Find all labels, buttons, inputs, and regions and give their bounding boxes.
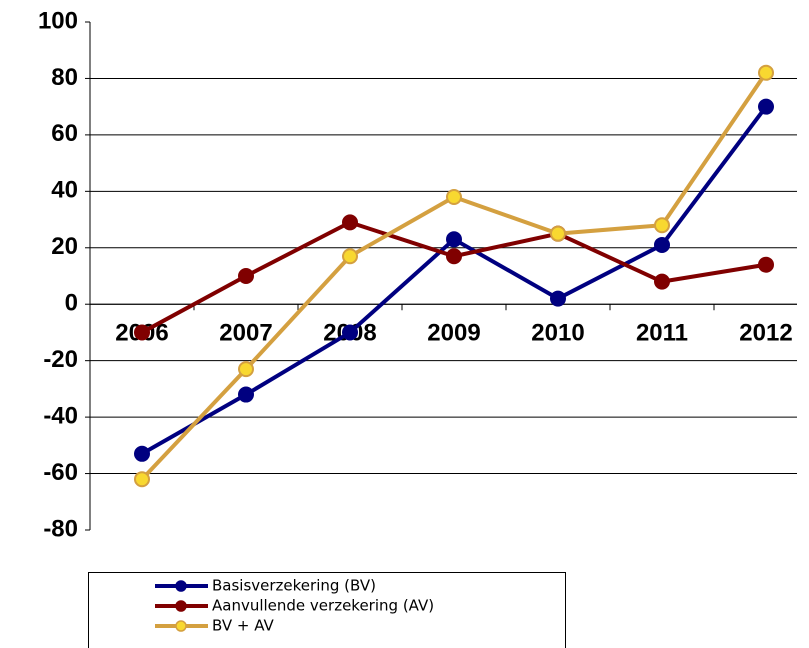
x-tick-label: 2012 <box>739 320 792 347</box>
point <box>550 225 566 242</box>
point <box>134 445 150 462</box>
point <box>446 231 462 248</box>
x-tick-label: 2010 <box>531 320 584 347</box>
point <box>758 64 774 81</box>
x-tick-label: 2011 <box>636 320 688 347</box>
y-tick-label: -60 <box>43 459 78 486</box>
point <box>654 217 670 234</box>
y-tick-label: 60 <box>51 120 78 147</box>
point <box>758 256 774 273</box>
point <box>238 361 254 378</box>
point <box>758 98 774 115</box>
legend-marker <box>175 580 187 592</box>
legend-marker <box>175 620 187 632</box>
series-line <box>140 71 768 481</box>
y-tick-label: 20 <box>51 233 78 260</box>
point <box>550 290 566 307</box>
point <box>446 248 462 265</box>
y-tick-label: -80 <box>43 515 78 542</box>
legend-label: Basisverzekering (BV) <box>212 577 376 595</box>
point <box>134 324 150 341</box>
point <box>342 214 358 231</box>
point <box>238 268 254 284</box>
point <box>654 273 670 290</box>
legend-label: Aanvullende verzekering (AV) <box>212 597 434 615</box>
point <box>446 188 462 205</box>
x-tick-label: 2009 <box>427 320 480 347</box>
y-tick-label: 80 <box>51 64 78 91</box>
point <box>342 324 358 341</box>
legend-label: BV + AV <box>212 617 274 635</box>
point <box>238 386 254 403</box>
y-tick-label: 0 <box>65 290 78 317</box>
y-tick-label: 100 <box>38 7 78 34</box>
x-tick-label: 2007 <box>219 320 272 347</box>
point <box>654 236 670 253</box>
point <box>134 471 150 488</box>
point <box>342 248 358 265</box>
y-tick-label: -20 <box>43 346 78 373</box>
y-tick-label: 40 <box>51 177 78 204</box>
legend-marker <box>175 600 187 612</box>
y-tick-label: -40 <box>43 402 78 429</box>
